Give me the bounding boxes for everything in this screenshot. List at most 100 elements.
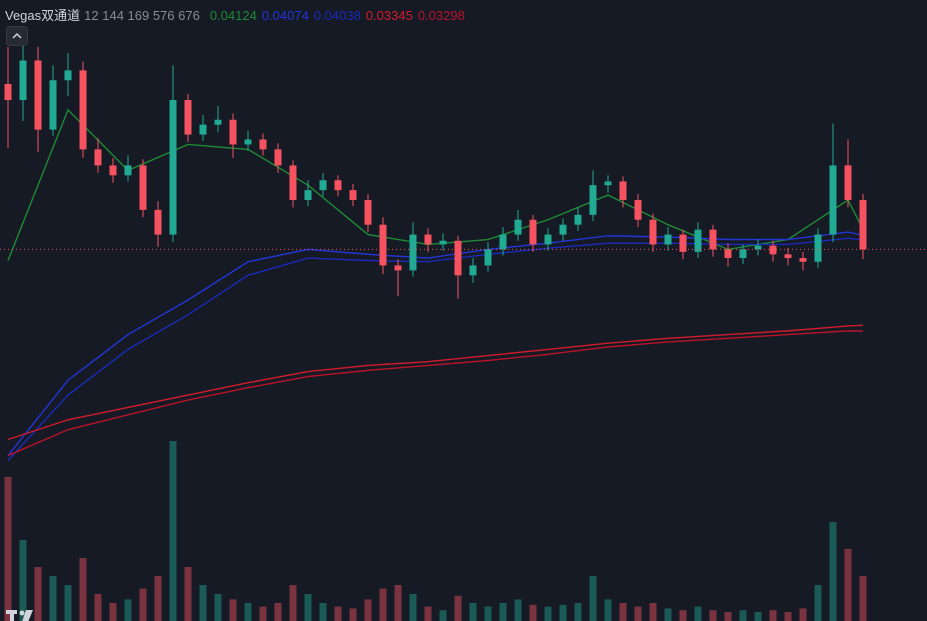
volume-bar [64,585,72,621]
volume-bar [364,599,372,621]
volume-bar [784,612,792,621]
volume-bar [619,603,627,621]
volume-bar [349,608,357,621]
candle-body [109,165,117,176]
volume-bar [109,603,117,621]
volume-bar [169,441,177,621]
volume-bar [379,588,387,621]
indicator-params: 12 144 169 576 676 [84,8,200,23]
candle-body [649,219,657,245]
candle-body [634,200,642,220]
volume-bar [859,576,867,621]
candle-body [799,258,807,262]
volume-bar [79,558,87,621]
candle-body [844,165,852,201]
candle-body [679,234,687,252]
volume-bar [529,604,537,621]
candle-body [394,265,402,271]
candle-body [469,265,477,276]
indicator-name: Vegas双通道 [5,8,81,23]
legend-value: 0.04124 [209,8,257,23]
volume-bar [409,594,417,621]
indicator-line [7,237,864,461]
candle-body [589,185,597,215]
volume-bar [139,588,147,621]
volume-bar [754,612,762,621]
collapse-button[interactable] [6,26,28,46]
candle-body [184,100,192,135]
candle-body [499,234,507,250]
indicator-line [7,108,864,261]
volume-bar [814,585,822,621]
volume-bar [19,540,27,621]
volume-bar [334,606,342,621]
candle-body [124,165,132,176]
candle-body [814,234,822,262]
volume-bar [259,606,267,621]
candle-body [289,165,297,201]
volume-bar [769,610,777,621]
volume-bar [694,606,702,621]
legend-value: 0.04038 [313,8,361,23]
volume-bar [274,603,282,621]
candle-body [454,240,462,276]
volume-bar [229,599,237,621]
candle-body [49,80,57,130]
candle-body [484,249,492,266]
indicator-layer [7,108,864,461]
candle-body [334,180,342,191]
candle-body [784,254,792,259]
candle-body [859,200,867,250]
candle-body [364,200,372,225]
candle-body [244,139,252,145]
volume-bar [499,603,507,621]
volume-bar [514,599,522,621]
candle-body [34,60,42,130]
candle-body [664,234,672,245]
volume-bar [94,594,102,621]
candle-layer [4,28,867,299]
candle-body [829,165,837,235]
volume-bar [679,610,687,621]
volume-bar [154,576,162,621]
candle-body [19,60,27,101]
candle-body [769,245,777,255]
volume-bar [424,606,432,621]
candle-body [229,119,237,145]
candle-body [94,149,102,166]
volume-bar [439,610,447,621]
volume-bar [829,522,837,621]
volume-bar [649,603,657,621]
indicator-line [7,330,864,457]
volume-bar [589,576,597,621]
indicator-legend: Vegas双通道 12 144 169 576 676 0.04124 0.04074… [5,5,470,24]
candle-body [514,219,522,235]
volume-bar [799,608,807,621]
candle-body [199,124,207,135]
volume-bar [724,612,732,621]
volume-bar [484,606,492,621]
candle-body [694,229,702,252]
candle-body [439,240,447,245]
legend-value: 0.03345 [365,8,413,23]
volume-bar [469,603,477,621]
volume-bar [304,594,312,621]
candle-body [709,229,717,250]
volume-bar [544,606,552,621]
volume-bar [4,477,12,621]
candle-body [754,245,762,250]
volume-bar [124,599,132,621]
candle-body [559,224,567,235]
indicator-line [7,324,864,441]
volume-layer [4,441,867,621]
volume-bar [574,603,582,621]
candle-body [619,181,627,201]
volume-bar [394,585,402,621]
candle-body [64,70,72,81]
candle-body [259,139,267,150]
volume-bar [49,576,57,621]
volume-bar [709,610,717,621]
volume-bar [319,603,327,621]
